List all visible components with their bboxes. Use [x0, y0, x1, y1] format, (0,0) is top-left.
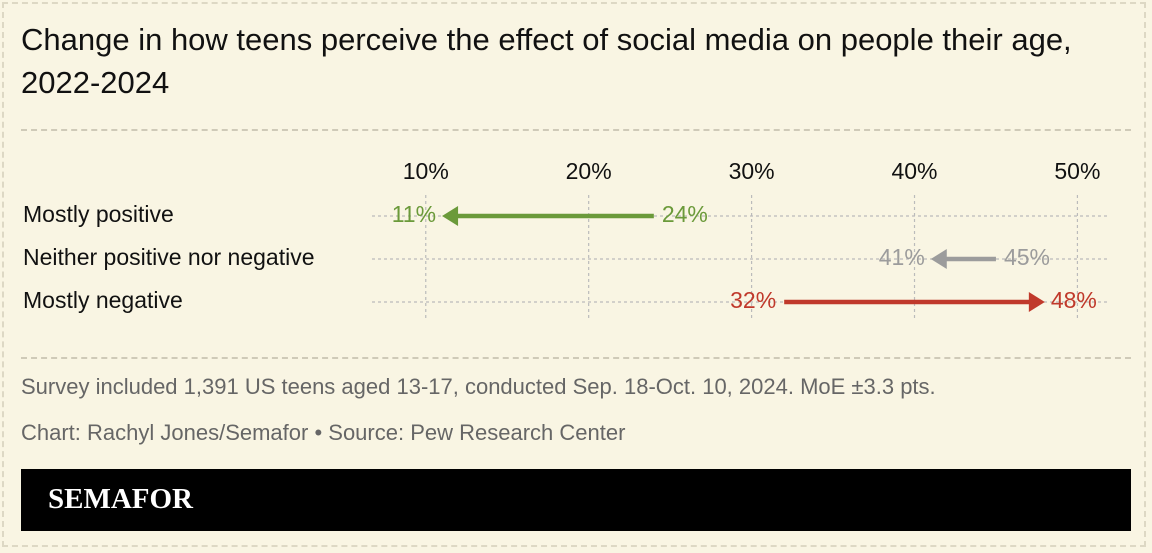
arrow-head [930, 249, 947, 269]
value-label: 41% [879, 244, 925, 270]
brand-bar: SEMAFOR [21, 469, 1131, 531]
separator [21, 129, 1131, 131]
chart-title: Change in how teens perceive the effect … [21, 22, 1072, 100]
note: Survey included 1,391 US teens aged 13-1… [21, 374, 936, 399]
value-label: 11% [392, 201, 436, 227]
chart: 10% 20% 30% 40% 50% Mostly positive 24% 11% Neit… [23, 158, 1110, 320]
value-label: 32% [730, 287, 776, 313]
value-label: 24% [662, 201, 708, 227]
row-label: Neither positive nor negative [23, 244, 315, 270]
arrow-head [442, 206, 459, 226]
frame [2, 2, 1146, 547]
value-label: 48% [1051, 287, 1097, 313]
separator [21, 357, 1131, 359]
credit: Chart: Rachyl Jones/Semafor • Source: Pe… [21, 420, 626, 445]
arrow-head [1028, 292, 1045, 312]
x-tick-label: 30% [729, 158, 775, 184]
x-tick-label: 50% [1054, 158, 1100, 184]
x-tick-label: 20% [566, 158, 612, 184]
x-tick-label: 40% [891, 158, 937, 184]
x-tick-label: 10% [403, 158, 449, 184]
value-label: 45% [1004, 244, 1050, 270]
row-label: Mostly negative [23, 287, 183, 313]
row-label: Mostly positive [23, 201, 174, 227]
brand: SEMAFOR [48, 483, 193, 515]
